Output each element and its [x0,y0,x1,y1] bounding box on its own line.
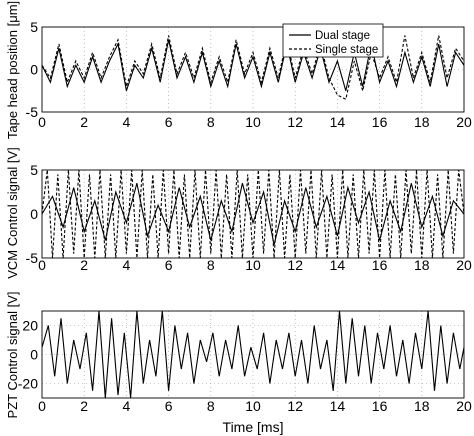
x-tick-label: 4 [123,257,131,273]
x-axis-label: Time [ms] [223,419,284,435]
plot-frame [41,310,465,399]
y-tick-label: 0 [30,62,38,78]
x-tick-label: 2 [80,114,88,130]
x-tick-label: 14 [330,398,346,414]
x-tick-label: 16 [372,398,388,414]
x-tick-label: 16 [372,257,388,273]
x-tick-label: 4 [123,398,131,414]
x-tick-label: 12 [287,257,303,273]
y-axis-label: VCM Control signal [V] [5,147,20,279]
x-tick-label: 20 [456,257,472,273]
x-tick-label: 6 [165,114,173,130]
x-tick-label: 8 [207,114,215,130]
y-tick-label: 0 [30,206,38,222]
series-line-dual-stage [42,39,464,91]
x-tick-label: 10 [245,398,261,414]
plot-frame [41,169,465,259]
y-tick-label: 0 [30,347,38,363]
y-axis-label: Tape head position [μm] [5,1,20,139]
x-tick-label: 2 [80,257,88,273]
x-tick-label: 12 [287,114,303,130]
x-tick-label: 2 [80,398,88,414]
y-axis-label: PZT Control signal [V] [5,292,20,419]
x-tick-label: 8 [207,257,215,273]
panel-pzt-control-signal: PZT Control signal [V] Time [ms] 0 2 4 6 8 10… [5,292,472,435]
legend-box [282,23,384,58]
x-tick-label: 6 [165,257,173,273]
series-line-dual-stage [42,311,464,398]
legend: Dual stage Single stage [282,23,384,58]
x-tick-label: 10 [245,114,261,130]
x-tick-label: 6 [165,398,173,414]
y-tick-label: 20 [22,318,38,334]
x-tick-label: 20 [456,114,472,130]
x-tick-label: 16 [372,114,388,130]
y-tick-label: -20 [18,376,38,392]
x-tick-label: 18 [414,398,430,414]
x-tick-label: 18 [414,114,430,130]
x-tick-label: 0 [38,257,46,273]
x-tick-label: 12 [287,398,303,414]
y-tick-label: 5 [30,162,38,178]
y-tick-label: -5 [26,250,39,266]
x-tick-label: 18 [414,257,430,273]
x-tick-label: 10 [245,257,261,273]
x-tick-label: 8 [207,398,215,414]
panel-tape-head-position: Tape head position [μm] 0 2 4 6 8 10 12 14 16 18 2… [5,1,472,139]
x-tick-label: 14 [330,257,346,273]
x-tick-label: 4 [123,114,131,130]
panel-vcm-control-signal: VCM Control signal [V] 0 2 4 6 8 10 12 14 16 18 20… [5,147,472,279]
x-tick-label: 14 [330,114,346,130]
x-tick-label: 20 [456,398,472,414]
legend-single-stage-label: Single stage [315,44,378,56]
series-line-single-stage [42,170,464,258]
series-line-single-stage [42,35,464,101]
x-tick-label: 0 [38,114,46,130]
y-tick-label: -5 [26,104,39,120]
plot-frame [41,26,465,113]
y-tick-label: 5 [30,19,38,35]
legend-dual-stage-label: Dual stage [315,30,370,42]
x-tick-label: 0 [38,398,46,414]
